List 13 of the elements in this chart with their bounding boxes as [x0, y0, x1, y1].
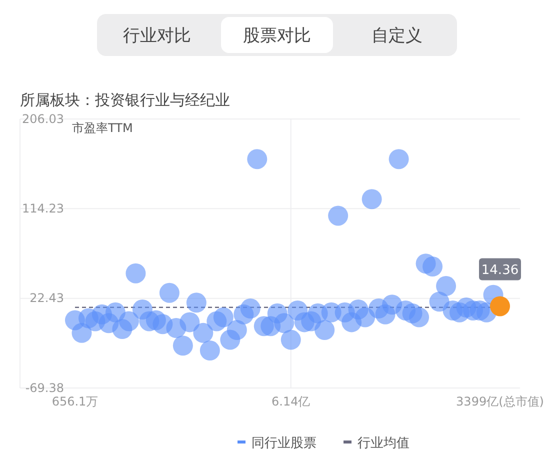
x-tick-label: 6.14亿 [272, 394, 310, 409]
chart-title: 所属板块：投资银行业与经纪业 [20, 91, 230, 109]
legend-label: 行业均值 [358, 436, 410, 451]
y-tick-label: 206.03 [22, 112, 64, 126]
y-tick-label: 114.23 [22, 202, 64, 216]
y-tick-label: 22.43 [30, 291, 64, 306]
x-tick-label: 3399亿(总市值) [456, 394, 544, 409]
data-label: 14.36 [481, 263, 519, 278]
legend-label: 同行业股票 [252, 436, 316, 451]
tab-bar: 行业对比 股票对比 自定义 [97, 14, 457, 56]
y-axis-title: 市盈率TTM [72, 121, 133, 135]
x-tick-label: 656.1万 [52, 394, 98, 409]
y-tick-label: -69.38 [25, 380, 64, 395]
